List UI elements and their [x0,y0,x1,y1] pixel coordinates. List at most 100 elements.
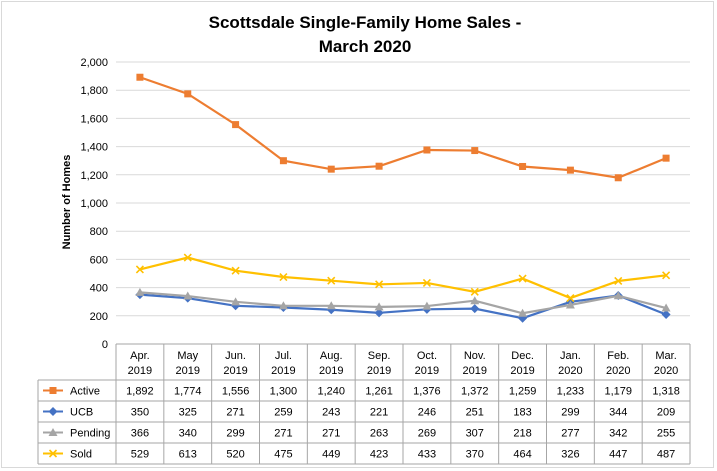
table-cell-value: 277 [561,428,579,440]
series-sold [135,253,671,303]
table-cell-value: 1,376 [413,386,441,398]
table-cell-value: 1,259 [509,386,537,398]
x-tick-month: Nov. [464,350,486,362]
legend-label: Sold [70,449,92,461]
y-axis-label: Number of Homes [61,155,73,250]
marker-stroke [279,272,288,282]
table-cell-value: 246 [418,407,436,419]
data-point [470,296,480,305]
table-cell-value: 326 [561,449,579,461]
data-point [279,157,287,165]
data-point [374,302,384,311]
x-tick-year: 2020 [654,365,678,377]
table-cell-value: 243 [322,407,340,419]
x-tick-year: 2019 [367,365,391,377]
table-cell-value: 1,372 [461,386,489,398]
data-point [470,304,480,314]
marker-stroke [662,271,671,280]
table-cell-value: 251 [466,407,484,419]
data-point [613,291,623,300]
data-point [422,278,431,288]
y-tick-label: 800 [90,226,108,238]
data-point [375,280,384,289]
y-tick-label: 1,400 [80,142,108,154]
table-cell-value: 344 [609,407,627,419]
x-tick-year: 2019 [271,365,295,377]
table-cell-value: 447 [609,449,627,461]
x-tick-year: 2019 [223,365,247,377]
table-cell-value: 299 [226,428,244,440]
x-tick-year: 2019 [319,365,343,377]
x-tick-month: Apr. [130,350,150,362]
table-cell-value: 263 [370,428,388,440]
data-point [518,274,527,283]
data-point [374,308,384,318]
y-tick-label: 1,200 [80,170,108,182]
table-cell-value: 475 [274,449,292,461]
x-tick-month: Aug. [320,350,343,362]
table-cell-value: 520 [226,449,244,461]
table-cell-value: 370 [466,449,484,461]
data-point [231,297,241,306]
marker-stroke [135,265,144,274]
data-point [519,162,527,170]
x-tick-month: Oct. [417,350,437,362]
legend-label: UCB [70,407,93,419]
series-line [139,291,667,315]
data-point [518,308,528,317]
table-cell-value: 271 [274,428,292,440]
table-cell-value: 464 [513,449,531,461]
data-point [327,276,336,285]
table-cell-value: 299 [561,407,579,419]
data-point [661,303,671,312]
legend-key-marker [48,428,58,436]
legend-label: Pending [70,428,110,440]
series-lines [135,73,671,323]
data-point [232,121,240,129]
y-axis-ticks: 0 200 400 600 800 1,000 1,200 1,400 1,600 1,800 2,… [80,57,108,351]
table-cell-value: 1,300 [270,386,298,398]
table-cell-value: 183 [513,407,531,419]
table-cell-value: 433 [418,449,436,461]
x-tick-month: Dec. [511,350,534,362]
legend-key-marker [48,449,58,458]
data-point [279,272,288,282]
table-cell-value: 340 [179,428,197,440]
x-tick-month: Sep. [368,350,391,362]
data-point [327,165,335,173]
table-cell-value: 209 [657,407,675,419]
x-tick-year: 2019 [176,365,200,377]
x-tick-year: 2019 [415,365,439,377]
data-point [135,287,145,296]
table-cell-value: 1,892 [126,386,154,398]
series-active [136,73,670,182]
x-tick-month: Jul. [275,350,292,362]
data-point [422,301,432,310]
marker-stroke [614,276,623,286]
data-point [662,154,670,162]
series-line [139,293,667,320]
data-point [470,287,479,296]
marker-stroke [566,293,575,303]
table-cell-value: 529 [131,449,149,461]
y-tick-label: 1,600 [80,113,108,125]
data-point [135,265,144,274]
table-cell-value: 350 [131,407,149,419]
marker-stroke [375,280,384,289]
x-tick-month: Feb. [607,350,629,362]
y-tick-label: 1,000 [80,198,108,210]
data-point [231,266,240,275]
y-tick-label: 600 [90,254,108,266]
table-cell-value: 1,774 [174,386,202,398]
legend-key-marker [49,387,57,394]
table-cell-value: 271 [226,407,244,419]
legend-key-marker [48,407,58,416]
marker-stroke [422,278,431,288]
data-point [614,174,622,182]
table-cell-value: 366 [131,428,149,440]
data-point [566,166,574,174]
table-cell-value: 307 [466,428,484,440]
data-point [375,162,383,170]
